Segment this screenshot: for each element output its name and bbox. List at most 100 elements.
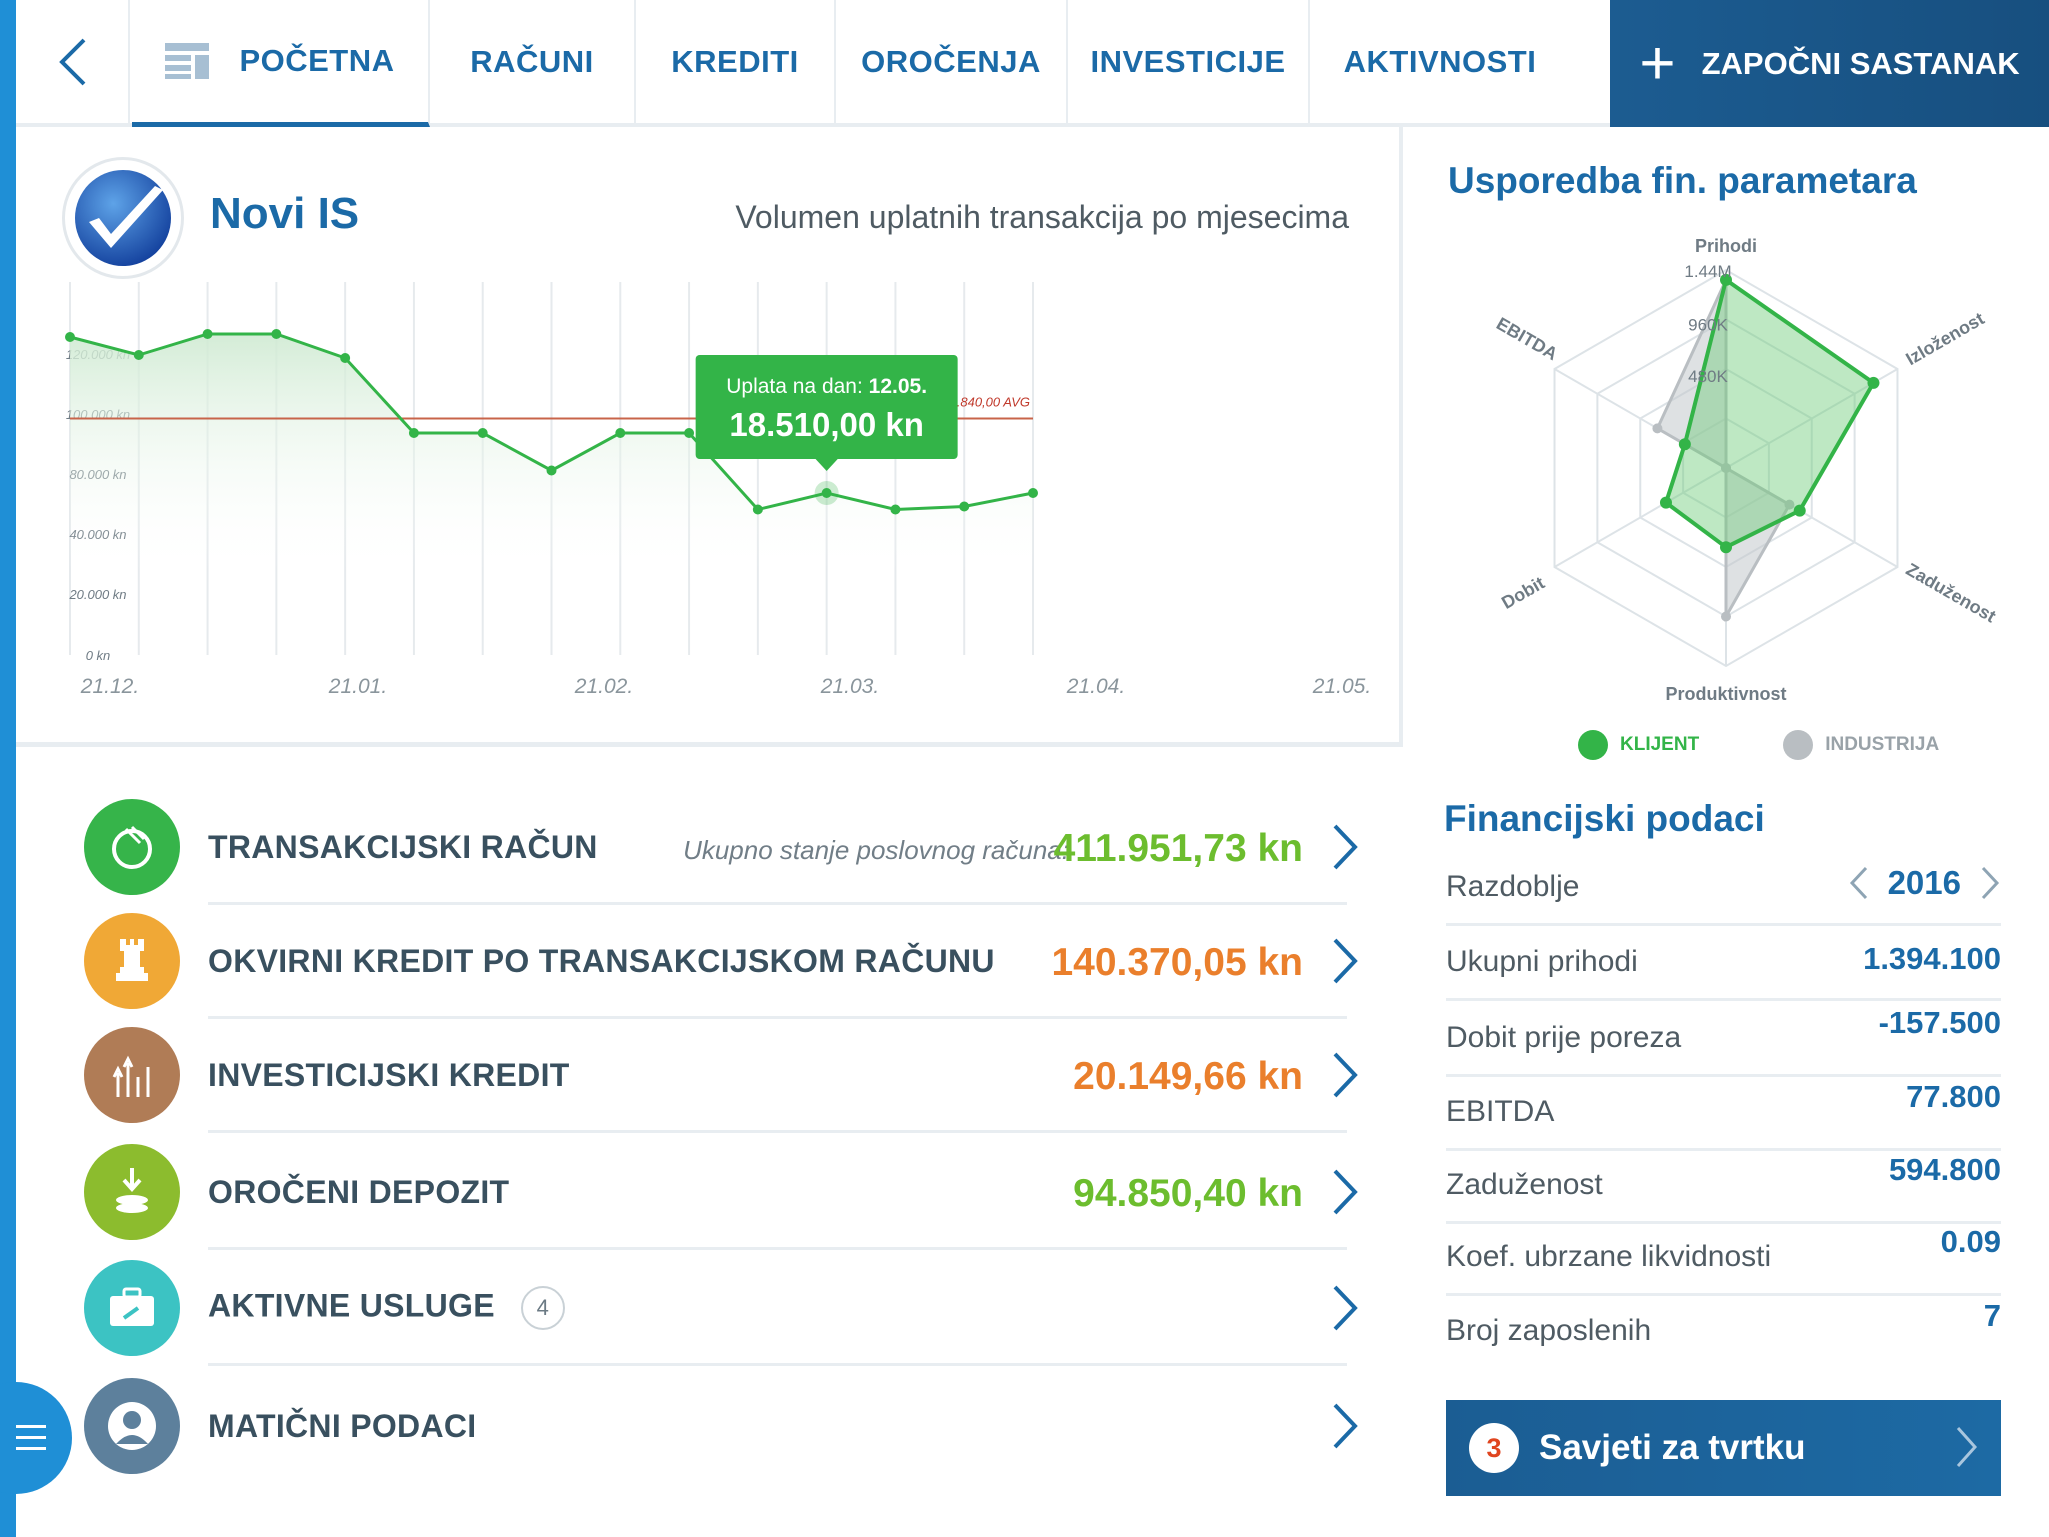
tab-pocetna[interactable]: POČETNA	[132, 0, 430, 127]
product-amount: 94.850,40 kn	[1073, 1172, 1303, 1215]
data-point	[65, 332, 75, 342]
data-point	[340, 353, 351, 363]
data-point	[615, 428, 626, 438]
financial-label: Broj zaposlenih	[1446, 1314, 1652, 1347]
tab-label: POČETNA	[239, 43, 395, 78]
x-tick-label: 21.05.	[1312, 675, 1371, 698]
tooltip-date: 12.05.	[869, 375, 927, 398]
financial-row: Ukupni prihodi 1.394.100	[1446, 927, 2001, 1001]
data-point	[890, 504, 901, 515]
rook-icon	[116, 939, 148, 981]
product-name: AKTIVNE USLUGE 4	[208, 1286, 565, 1330]
radar-axis-label: Zaduženost	[1903, 559, 2000, 626]
checkmark-logo-icon	[75, 170, 171, 266]
product-name-text: TRANSAKCIJSKI RAČUN	[208, 829, 598, 865]
industry-point	[1721, 611, 1731, 622]
briefcase-icon	[110, 1287, 154, 1326]
tab-investicije[interactable]: INVESTICIJE	[1068, 0, 1310, 123]
company-advice-button[interactable]: 3 Savjeti za tvrtku	[1446, 1400, 2001, 1496]
financial-row: Zaduženost 594.800	[1446, 1150, 2001, 1224]
tab-aktivnosti[interactable]: AKTIVNOSTI	[1310, 0, 1570, 123]
product-row[interactable]: INVESTICIJSKI KREDIT 20.149,66 kn	[16, 1017, 1403, 1133]
product-name: INVESTICIJSKI KREDIT	[208, 1057, 570, 1094]
top-navigation: POČETNA RAČUNI KREDITI OROČENJA INVESTIC…	[16, 0, 2049, 127]
period-label: Razdoblje	[1446, 870, 1580, 903]
data-point	[752, 504, 763, 515]
chevron-left-icon	[59, 38, 86, 85]
x-tick-label: 21.04.	[1066, 675, 1125, 698]
tab-racuni[interactable]: RAČUNI	[430, 0, 636, 123]
product-amount: 411.951,73 kn	[1053, 827, 1303, 870]
data-point	[133, 350, 144, 360]
product-row[interactable]: OKVIRNI KREDIT PO TRANSAKCIJSKOM RAČUNU 1…	[16, 903, 1403, 1019]
chevron-right-icon	[1333, 1403, 1358, 1449]
product-icon-circle	[84, 1378, 180, 1474]
product-row[interactable]: AKTIVNE USLUGE 4	[16, 1250, 1403, 1366]
data-point	[202, 329, 213, 339]
left-accent-strip	[0, 0, 16, 1537]
legend-label-industry: INDUSTRIJA	[1825, 734, 1940, 755]
transaction-account-icon	[112, 825, 152, 869]
legend-dot-client	[1578, 730, 1608, 760]
product-name: OROČENI DEPOZIT	[208, 1174, 509, 1211]
radar-ring-label: 480K	[1688, 367, 1728, 386]
user-profile-icon	[108, 1402, 156, 1450]
product-row[interactable]: TRANSAKCIJSKI RAČUN Ukupno stanje poslovn…	[16, 789, 1403, 905]
radar-legend: KLIJENT INDUSTRIJA	[1578, 730, 1939, 760]
tooltip-prefix: Uplata na dan:	[726, 375, 868, 398]
industry-point	[1652, 423, 1663, 434]
row-divider	[208, 1363, 1347, 1366]
product-row[interactable]: MATIČNI PODACI	[16, 1368, 1403, 1484]
period-selector: 2016	[1848, 864, 2001, 902]
product-name-text: AKTIVNE USLUGE	[208, 1287, 495, 1324]
radar-ring-label: 1.44M	[1684, 262, 1731, 281]
financial-label: Dobit prije poreza	[1446, 1021, 1682, 1054]
tab-label: AKTIVNOSTI	[1343, 43, 1537, 79]
period-next-button[interactable]	[1979, 865, 2001, 901]
financial-value: -157.500	[1878, 1005, 2001, 1040]
client-point	[1659, 496, 1672, 509]
client-point	[1867, 376, 1880, 389]
x-tick-label: 21.12.	[80, 675, 139, 698]
plus-icon: +	[1639, 28, 1676, 98]
client-point	[1793, 504, 1806, 517]
product-subtitle: Ukupno stanje poslovnog računa:	[683, 835, 1069, 865]
client-point	[1720, 273, 1732, 286]
period-year: 2016	[1887, 864, 1961, 901]
product-icon-circle	[84, 1144, 180, 1240]
financial-label: Ukupni prihodi	[1446, 945, 1638, 978]
start-meeting-button[interactable]: + ZAPOČNI SASTANAK	[1610, 0, 2049, 127]
financial-label: Koef. ubrzane likvidnosti	[1446, 1240, 1772, 1273]
product-amount: 140.370,05 kn	[1051, 941, 1303, 984]
x-tick-label: 21.03.	[820, 675, 879, 698]
data-point	[477, 428, 488, 438]
chart-title: Volumen uplatnih transakcija po mjesecim…	[735, 199, 1349, 235]
client-point	[1720, 541, 1732, 554]
product-icon-circle	[84, 1027, 180, 1123]
chevron-right-icon	[1333, 824, 1358, 870]
x-tick-label: 21.02.	[574, 675, 633, 698]
tab-krediti[interactable]: KREDITI	[636, 0, 836, 123]
services-count-badge: 4	[520, 1286, 565, 1330]
financial-row: Broj zaposlenih 7	[1446, 1296, 2001, 1370]
chart-tooltip: Uplata na dan: 12.05. 18.510,00 kn	[695, 355, 958, 471]
financial-label: EBITDA	[1446, 1095, 1555, 1128]
row-divider	[208, 1247, 1347, 1250]
radar-axis-label: Prihodi	[1695, 236, 1757, 256]
financial-value: 594.800	[1888, 1152, 2001, 1187]
tab-orocenja[interactable]: OROČENJA	[836, 0, 1068, 123]
period-prev-button[interactable]	[1848, 865, 1870, 901]
tab-label: KREDITI	[671, 43, 799, 79]
transactions-chart-panel: Novi IS Volumen uplatnih transakcija po …	[16, 127, 1403, 747]
growth-arrows-icon	[112, 1055, 150, 1097]
client-point	[1678, 438, 1691, 451]
radar-axis-label: EBITDA	[1493, 313, 1561, 364]
tooltip-amount: 18.510,00 kn	[729, 406, 924, 443]
industry-point	[1784, 499, 1795, 510]
area-fill	[70, 334, 1033, 655]
product-row[interactable]: OROČENI DEPOZIT 94.850,40 kn	[16, 1134, 1403, 1250]
financial-value: 77.800	[1906, 1079, 2001, 1114]
back-button[interactable]	[16, 0, 130, 123]
tab-label: OROČENJA	[861, 43, 1041, 79]
radar-ring-label: 960K	[1688, 315, 1728, 334]
